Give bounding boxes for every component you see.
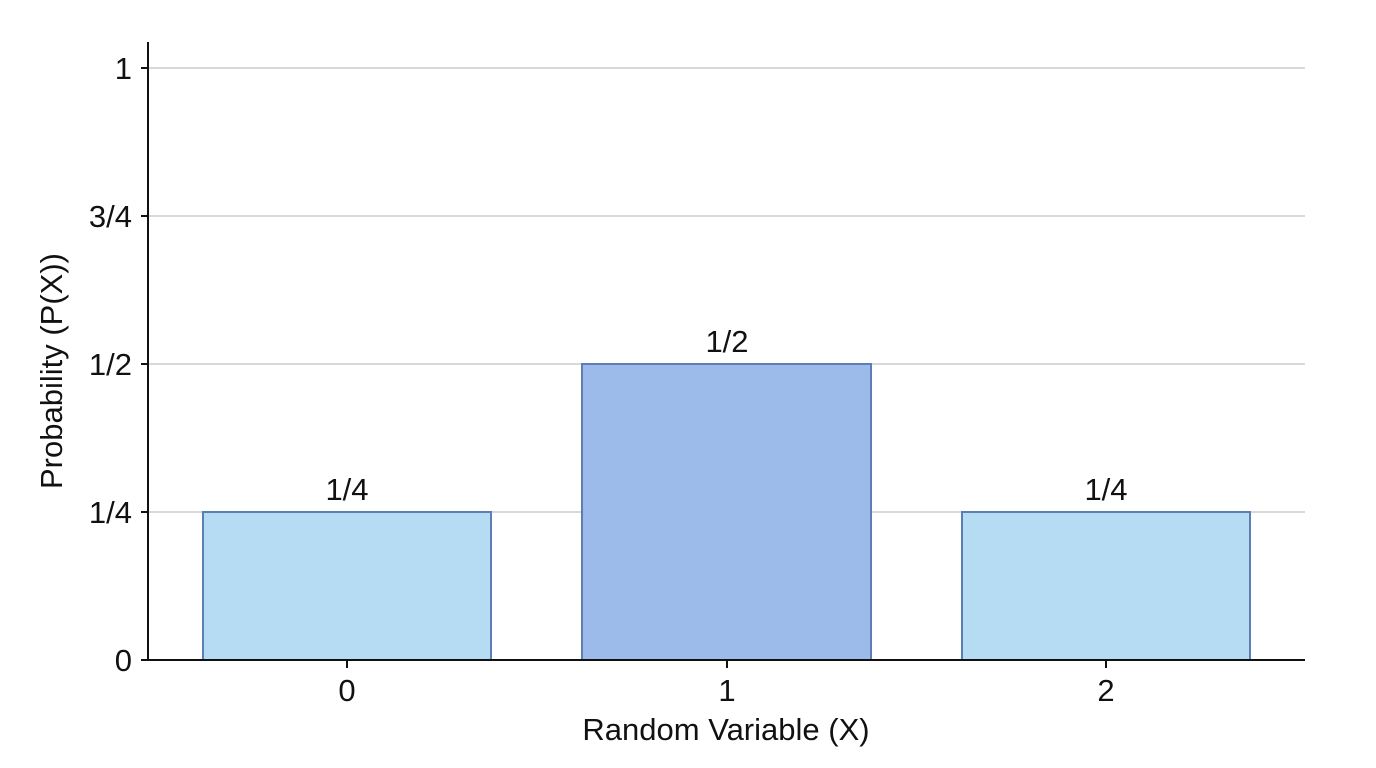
bar-value-label: 1/4 [1084, 472, 1128, 507]
y-tick-label: 1/2 [88, 347, 132, 382]
y-tick-mark [141, 215, 148, 217]
y-axis-line [147, 42, 149, 661]
x-axis-title: Random Variable (X) [582, 712, 870, 747]
y-tick-label: 3/4 [88, 199, 132, 234]
y-tick-label: 1 [114, 51, 132, 86]
x-tick-mark [346, 661, 348, 668]
y-tick-mark [141, 659, 148, 661]
y-axis-title: Probability (P(X)) [34, 253, 69, 489]
x-tick-label: 2 [1097, 673, 1115, 708]
bar-x-2 [961, 511, 1251, 660]
y-tick-mark [141, 67, 148, 69]
bar-x-1 [581, 363, 872, 660]
x-tick-label: 0 [338, 673, 356, 708]
y-tick-mark [141, 511, 148, 513]
bar-value-label: 1/2 [705, 324, 749, 359]
x-axis-line [147, 659, 1305, 661]
x-tick-mark [1105, 661, 1107, 668]
x-tick-label: 1 [718, 673, 736, 708]
y-tick-mark [141, 363, 148, 365]
bar-x-0 [202, 511, 492, 660]
gridline-1 [149, 67, 1305, 69]
x-tick-mark [726, 661, 728, 668]
bar-value-label: 1/4 [325, 472, 369, 507]
y-tick-label: 0 [114, 643, 132, 678]
gridline-3-4 [149, 215, 1305, 217]
y-tick-label: 1/4 [88, 495, 132, 530]
